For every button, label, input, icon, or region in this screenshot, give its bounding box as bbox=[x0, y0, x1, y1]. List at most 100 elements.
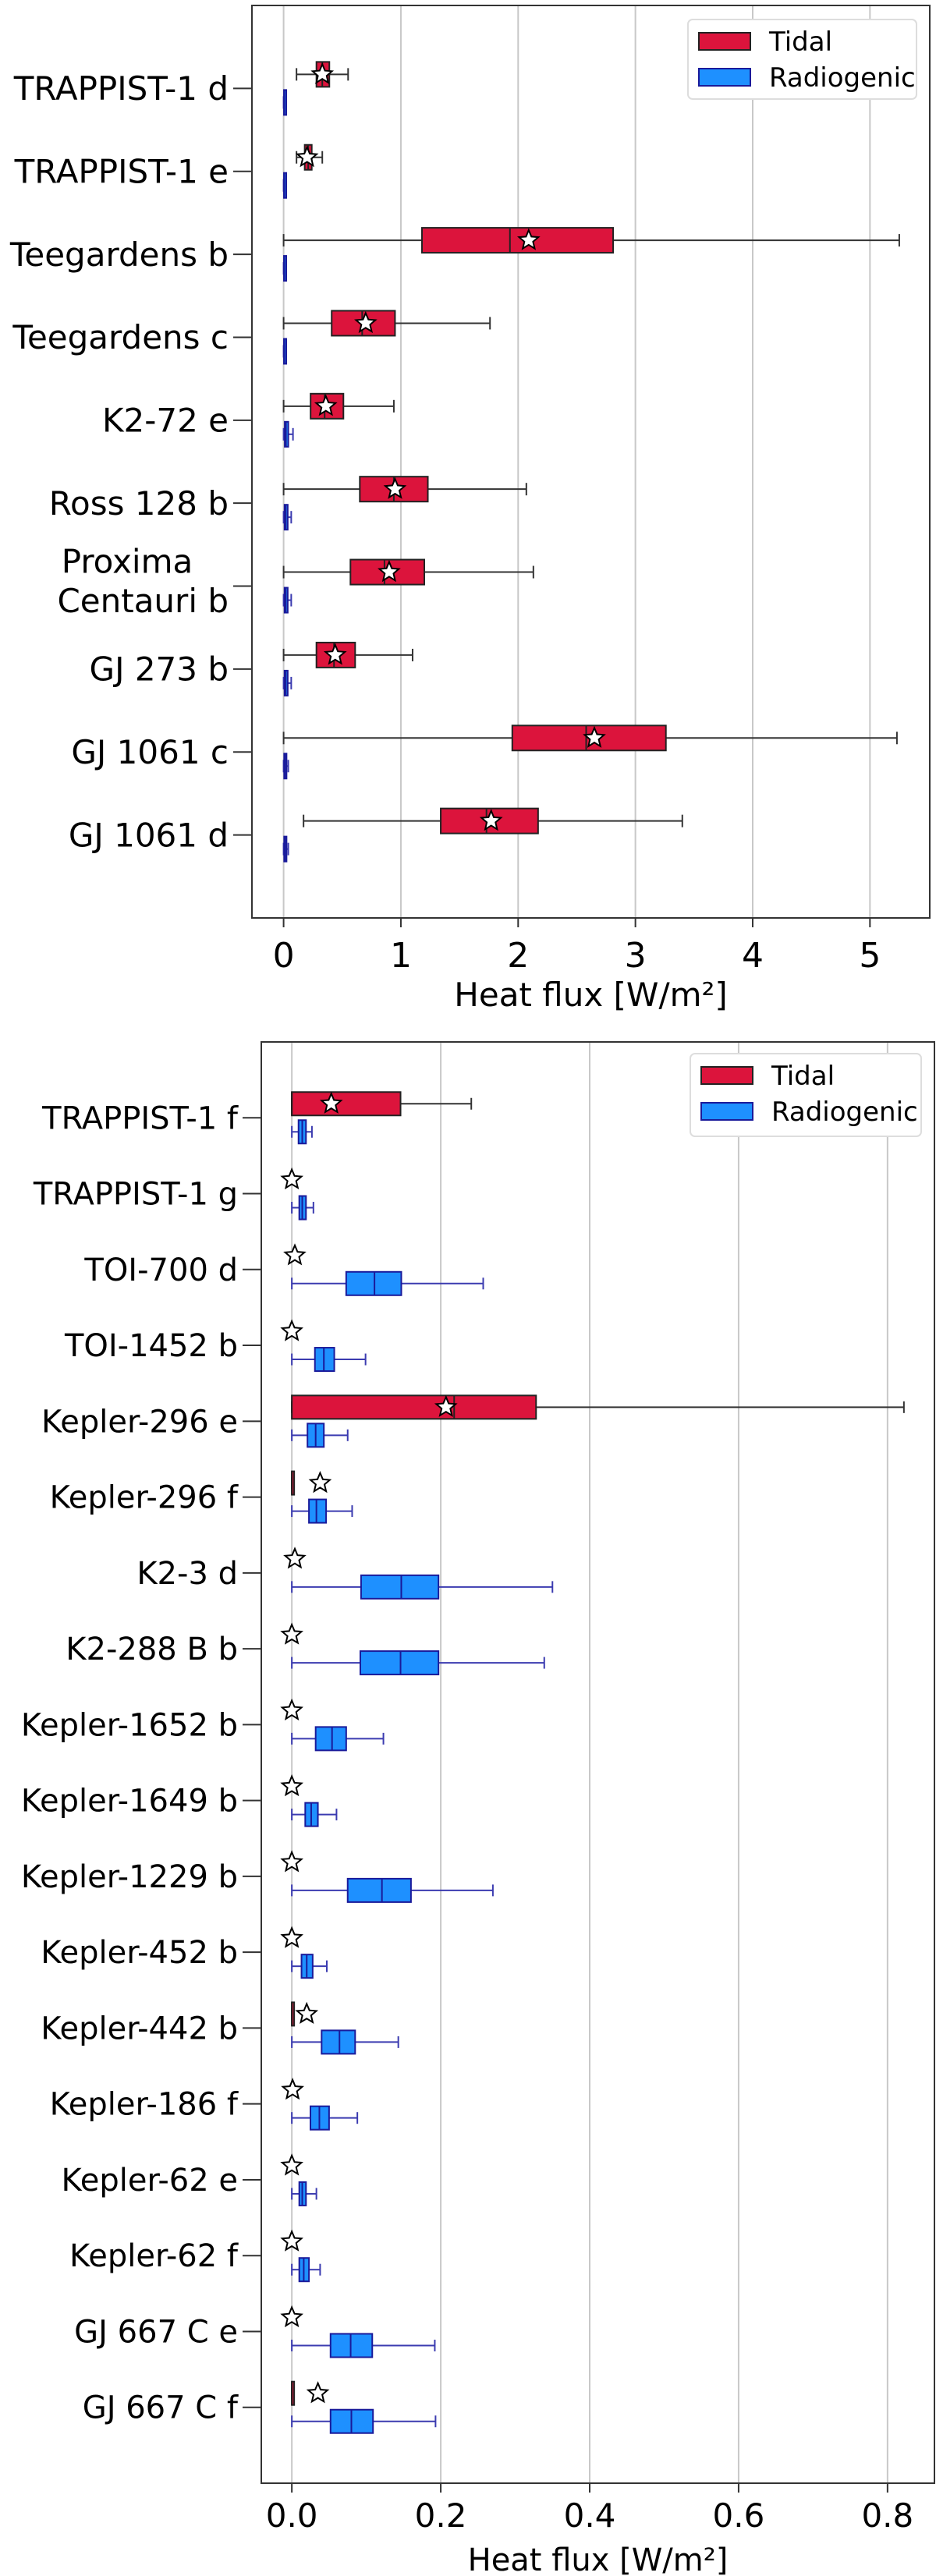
x-tick-label: 0.2 bbox=[415, 2496, 467, 2535]
radiogenic-box-group bbox=[282, 504, 292, 531]
chart-top-heat-flux: 0 1 2 3 4 5 Heat flux [W/m²] TRAPPIST-1 d TRAPPI… bbox=[9, 5, 931, 1014]
y-tick-label-line: Centauri b bbox=[57, 582, 229, 620]
radiogenic-box-group bbox=[282, 586, 292, 614]
tidal-box-group bbox=[282, 725, 898, 752]
radiogenic-box-group bbox=[282, 255, 288, 282]
tidal-box bbox=[291, 1394, 537, 1420]
tidal-box-group bbox=[282, 392, 395, 420]
star-marker bbox=[280, 1850, 303, 1873]
radiogenic-box-group bbox=[291, 2408, 437, 2434]
tidal-box-group bbox=[282, 476, 527, 503]
tidal-box-group bbox=[291, 1091, 473, 1117]
tidal-box bbox=[291, 1091, 402, 1117]
radiogenic-box bbox=[314, 1726, 347, 1752]
tidal-box-group bbox=[282, 310, 491, 337]
y-tick-label: Kepler-62 f bbox=[69, 2238, 239, 2274]
chart-bottom-heat-flux: 0.0 0.2 0.4 0.6 0.8 Heat flux [W/m²] TRAPPIST-… bbox=[21, 1041, 935, 2576]
radiogenic-box-group bbox=[291, 1498, 353, 1524]
star-marker bbox=[280, 2305, 303, 2328]
plot-frame bbox=[261, 1041, 935, 2484]
star-marker bbox=[308, 1471, 332, 1494]
y-tick-label-line: Proxima bbox=[62, 543, 193, 581]
tidal-box-group bbox=[282, 641, 413, 668]
x-tick-label: 1 bbox=[390, 936, 412, 976]
y-tick-label: TOI-1452 b bbox=[64, 1328, 238, 1364]
star-marker bbox=[383, 477, 407, 499]
y-tick-label: TRAPPIST-1 f bbox=[41, 1100, 239, 1136]
radiogenic-box bbox=[360, 1574, 440, 1600]
y-tick-label: GJ 667 C f bbox=[83, 2390, 239, 2426]
star-marker bbox=[479, 808, 503, 831]
y-tick-label: TRAPPIST-1 g bbox=[33, 1177, 238, 1213]
star-marker bbox=[314, 394, 338, 416]
legend-swatch-tidal bbox=[700, 1066, 753, 1085]
legend-swatch-radiogenic bbox=[698, 68, 751, 87]
y-tick-label: TOI-700 d bbox=[83, 1253, 238, 1288]
star-marker bbox=[295, 145, 319, 168]
radiogenic-box-group bbox=[291, 2029, 399, 2055]
x-tick-label: 2 bbox=[507, 936, 529, 976]
y-tick-label: GJ 1061 c bbox=[71, 733, 229, 771]
y-tick-label: Kepler-62 e bbox=[61, 2163, 238, 2199]
star-marker bbox=[283, 1547, 307, 1569]
radiogenic-box-group bbox=[282, 669, 292, 696]
tidal-box-group bbox=[282, 227, 900, 254]
y-tick-label: GJ 273 b bbox=[90, 650, 229, 689]
y-tick-label: Teegardens b bbox=[9, 236, 229, 274]
radiogenic-box-group bbox=[291, 1574, 554, 1600]
star-marker bbox=[280, 2229, 303, 2252]
legend-label-radiogenic: Radiogenic bbox=[771, 1097, 918, 1128]
y-tick-label: Kepler-1649 b bbox=[21, 1784, 238, 1819]
y-tick-label: K2-288 B b bbox=[66, 1632, 238, 1667]
tidal-box-group bbox=[291, 1470, 296, 1496]
star-marker bbox=[319, 1091, 343, 1114]
radiogenic-box-group bbox=[291, 1877, 494, 1903]
star-marker bbox=[354, 310, 378, 334]
radiogenic-box-group bbox=[291, 1726, 385, 1752]
y-tick-label: Kepler-1229 b bbox=[21, 1859, 238, 1895]
x-tick-label: 0 bbox=[273, 936, 295, 976]
radiogenic-box-group bbox=[282, 338, 288, 365]
legend-swatch-tidal bbox=[698, 32, 751, 51]
radiogenic-box-group bbox=[282, 89, 288, 116]
y-tick-label: GJ 1061 d bbox=[69, 816, 229, 854]
radiogenic-box-group bbox=[282, 835, 289, 863]
radiogenic-box-group bbox=[291, 1650, 545, 1676]
tidal-box-group bbox=[291, 2380, 296, 2406]
tidal-box-group bbox=[282, 558, 534, 586]
x-tick-label: 0.8 bbox=[861, 2496, 913, 2535]
star-marker bbox=[295, 2001, 319, 2024]
tidal-box-group bbox=[291, 1394, 905, 1420]
star-marker bbox=[283, 1243, 307, 1266]
star-marker bbox=[378, 559, 401, 583]
legend-label-radiogenic: Radiogenic bbox=[769, 62, 916, 94]
y-tick-label: Teegardens c bbox=[12, 318, 229, 356]
radiogenic-box-group bbox=[291, 1954, 328, 1979]
radiogenic-box-group bbox=[282, 172, 288, 199]
star-marker bbox=[280, 1926, 303, 1948]
star-marker bbox=[280, 1698, 303, 1721]
legend: Tidal Radiogenic bbox=[687, 19, 917, 100]
x-tick-label: 3 bbox=[625, 936, 647, 976]
star-marker bbox=[583, 725, 606, 748]
radiogenic-box-group bbox=[291, 2105, 359, 2131]
y-tick-label: K2-3 d bbox=[136, 1556, 238, 1592]
radiogenic-box-group bbox=[291, 1119, 313, 1145]
x-tick-label: 0.4 bbox=[564, 2496, 616, 2535]
star-marker bbox=[310, 62, 335, 85]
star-marker bbox=[280, 1773, 303, 1797]
y-tick-label: Kepler-186 f bbox=[50, 2087, 239, 2123]
y-tick-label: Kepler-1652 b bbox=[21, 1707, 238, 1743]
x-tick-label: 0.6 bbox=[713, 2496, 765, 2535]
tidal-box-group bbox=[291, 2001, 296, 2027]
radiogenic-box-group bbox=[291, 1802, 338, 1827]
x-axis-label: Heat flux [W/m²] bbox=[468, 2542, 729, 2576]
radiogenic-box-group bbox=[291, 2333, 436, 2358]
radiogenic-box-group bbox=[291, 1195, 314, 1221]
tidal-box bbox=[421, 227, 615, 254]
radiogenic-box bbox=[359, 1650, 440, 1676]
star-marker bbox=[434, 1394, 458, 1417]
star-marker bbox=[280, 1319, 303, 1341]
radiogenic-box-group bbox=[291, 2181, 317, 2206]
